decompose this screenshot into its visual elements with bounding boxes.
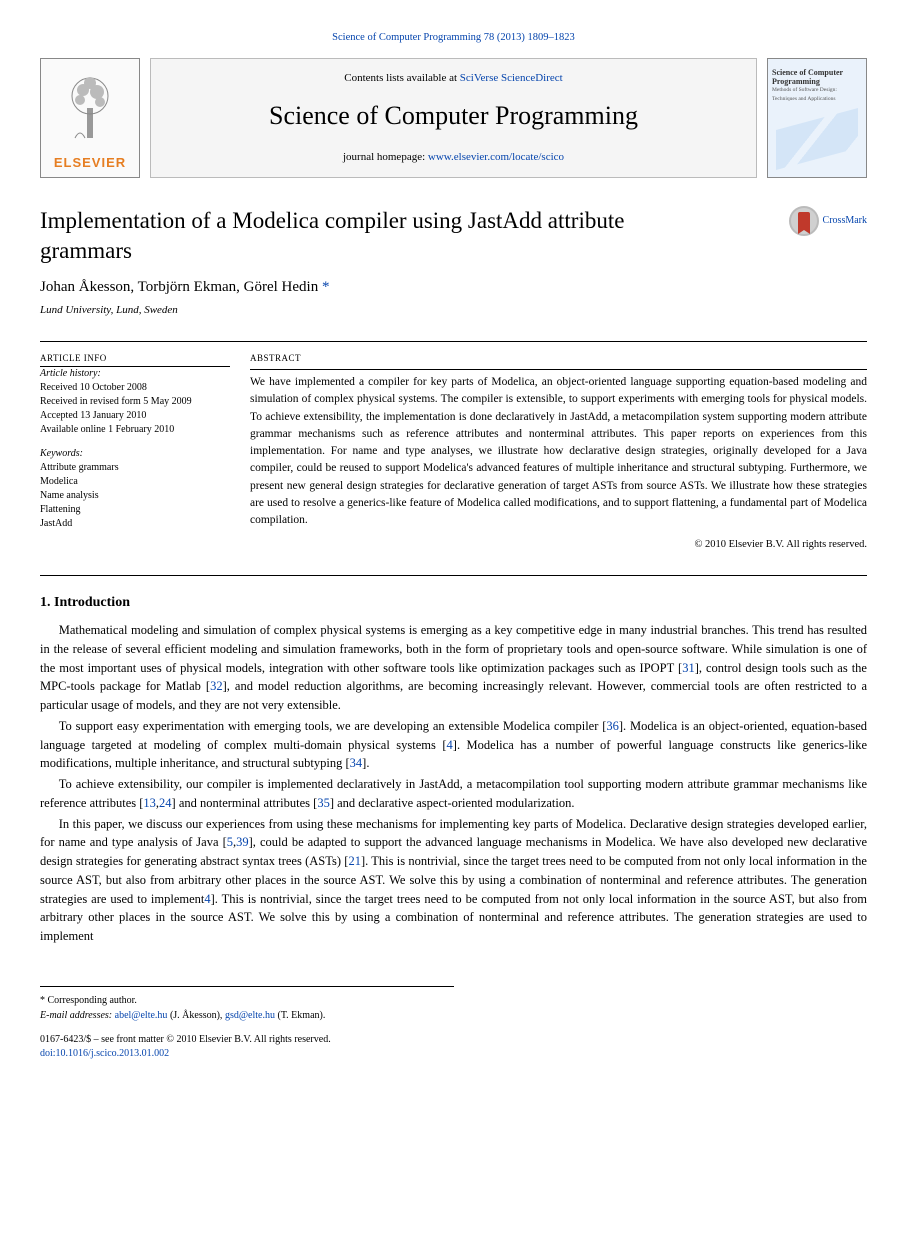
journal-name: Science of Computer Programming — [269, 96, 638, 135]
citation-link[interactable]: 39 — [236, 835, 249, 849]
history-item: Received in revised form 5 May 2009 — [40, 395, 230, 409]
rule-bottom — [40, 575, 867, 576]
keyword: JastAdd — [40, 517, 230, 531]
doi-link[interactable]: doi:10.1016/j.scico.2013.01.002 — [40, 1047, 867, 1061]
cover-graphic — [776, 108, 858, 170]
abstract-copyright: © 2010 Elsevier B.V. All rights reserved… — [250, 537, 867, 553]
article-info-header: article info — [40, 352, 230, 365]
article-history: Article history: Received 10 October 200… — [40, 367, 230, 437]
body-text: 1. Introduction Mathematical modeling an… — [40, 592, 867, 946]
elsevier-tree-icon — [45, 63, 135, 154]
rule-abs — [250, 369, 867, 370]
email-link[interactable]: abel@elte.hu — [115, 1010, 168, 1021]
crossmark-link[interactable]: CrossMark — [789, 206, 867, 236]
email-name: (J. Åkesson), — [167, 1010, 225, 1021]
section-heading: 1. Introduction — [40, 592, 867, 613]
keyword: Name analysis — [40, 489, 230, 503]
cover-title: Science of Computer Programming — [772, 69, 862, 87]
authors: Johan Åkesson, Torbjörn Ekman, Görel Hed… — [40, 276, 867, 299]
journal-cover-thumb: Science of Computer Programming Methods … — [767, 58, 867, 178]
history-item: Available online 1 February 2010 — [40, 423, 230, 437]
citation-link[interactable]: 36 — [606, 719, 619, 733]
crossmark-label: CrossMark — [823, 213, 867, 228]
history-item: Accepted 13 January 2010 — [40, 409, 230, 423]
paragraph: To achieve extensibility, our compiler i… — [40, 775, 867, 813]
paragraph: Mathematical modeling and simulation of … — [40, 621, 867, 715]
citation-link[interactable]: 35 — [317, 796, 330, 810]
author-list: Johan Åkesson, Torbjörn Ekman, Görel Hed… — [40, 279, 318, 295]
citation-link[interactable]: 31 — [682, 661, 695, 675]
contents-available: Contents lists available at SciVerse Sci… — [344, 70, 562, 87]
homepage-prefix: journal homepage: — [343, 151, 428, 163]
title-block: CrossMark Implementation of a Modelica c… — [40, 206, 867, 319]
running-head: Science of Computer Programming 78 (2013… — [40, 30, 867, 46]
keywords-header: Keywords: — [40, 447, 230, 461]
footnotes: * Corresponding author. E-mail addresses… — [40, 986, 454, 1023]
paragraph: In this paper, we discuss our experience… — [40, 815, 867, 946]
email-link[interactable]: gsd@elte.hu — [225, 1010, 275, 1021]
article-info: article info Article history: Received 1… — [40, 352, 230, 554]
keyword: Attribute grammars — [40, 461, 230, 475]
journal-homepage: journal homepage: www.elsevier.com/locat… — [343, 149, 564, 166]
sciencedirect-link[interactable]: SciVerse ScienceDirect — [460, 72, 563, 84]
corresponding-marker: * — [318, 279, 329, 295]
citation-link[interactable]: 32 — [210, 679, 223, 693]
keyword: Flattening — [40, 503, 230, 517]
meta-abstract-row: article info Article history: Received 1… — [40, 342, 867, 554]
abstract: abstract We have implemented a compiler … — [250, 352, 867, 554]
paragraph: To support easy experimentation with eme… — [40, 717, 867, 773]
crossmark-icon — [789, 206, 819, 236]
page-footer: 0167-6423/$ – see front matter © 2010 El… — [40, 1033, 867, 1061]
text-run: ]. — [362, 756, 369, 770]
abstract-header: abstract — [250, 352, 867, 366]
text-run: ] and nonterminal attributes [ — [172, 796, 318, 810]
history-item: Received 10 October 2008 — [40, 381, 230, 395]
homepage-link[interactable]: www.elsevier.com/locate/scico — [428, 151, 564, 163]
citation-link[interactable]: 13 — [143, 796, 156, 810]
abstract-text: We have implemented a compiler for key p… — [250, 374, 867, 529]
cover-subtitle: Methods of Software Design: Techniques a… — [772, 86, 862, 103]
paper-title: Implementation of a Modelica compiler us… — [40, 206, 720, 266]
affiliation: Lund University, Lund, Sweden — [40, 302, 867, 319]
email-label: E-mail addresses: — [40, 1010, 115, 1021]
front-matter: 0167-6423/$ – see front matter © 2010 El… — [40, 1033, 867, 1047]
text-run: To support easy experimentation with eme… — [59, 719, 607, 733]
journal-banner: ELSEVIER Contents lists available at Sci… — [40, 58, 867, 178]
citation-link[interactable]: 34 — [350, 756, 363, 770]
publisher-name: ELSEVIER — [54, 153, 126, 173]
banner-center: Contents lists available at SciVerse Sci… — [150, 58, 757, 178]
history-header: Article history: — [40, 367, 230, 381]
publisher-logo: ELSEVIER — [40, 58, 140, 178]
keyword: Modelica — [40, 475, 230, 489]
citation-link[interactable]: 21 — [348, 854, 361, 868]
citation-link[interactable]: 24 — [159, 796, 172, 810]
email-name: (T. Ekman). — [275, 1010, 325, 1021]
contents-prefix: Contents lists available at — [344, 72, 459, 84]
citation-link[interactable]: 5 — [227, 835, 233, 849]
keywords: Keywords: Attribute grammars Modelica Na… — [40, 447, 230, 531]
corresponding-note: * Corresponding author. — [40, 993, 454, 1008]
text-run: ] and declarative aspect-oriented modula… — [330, 796, 575, 810]
email-note: E-mail addresses: abel@elte.hu (J. Åkess… — [40, 1008, 454, 1023]
